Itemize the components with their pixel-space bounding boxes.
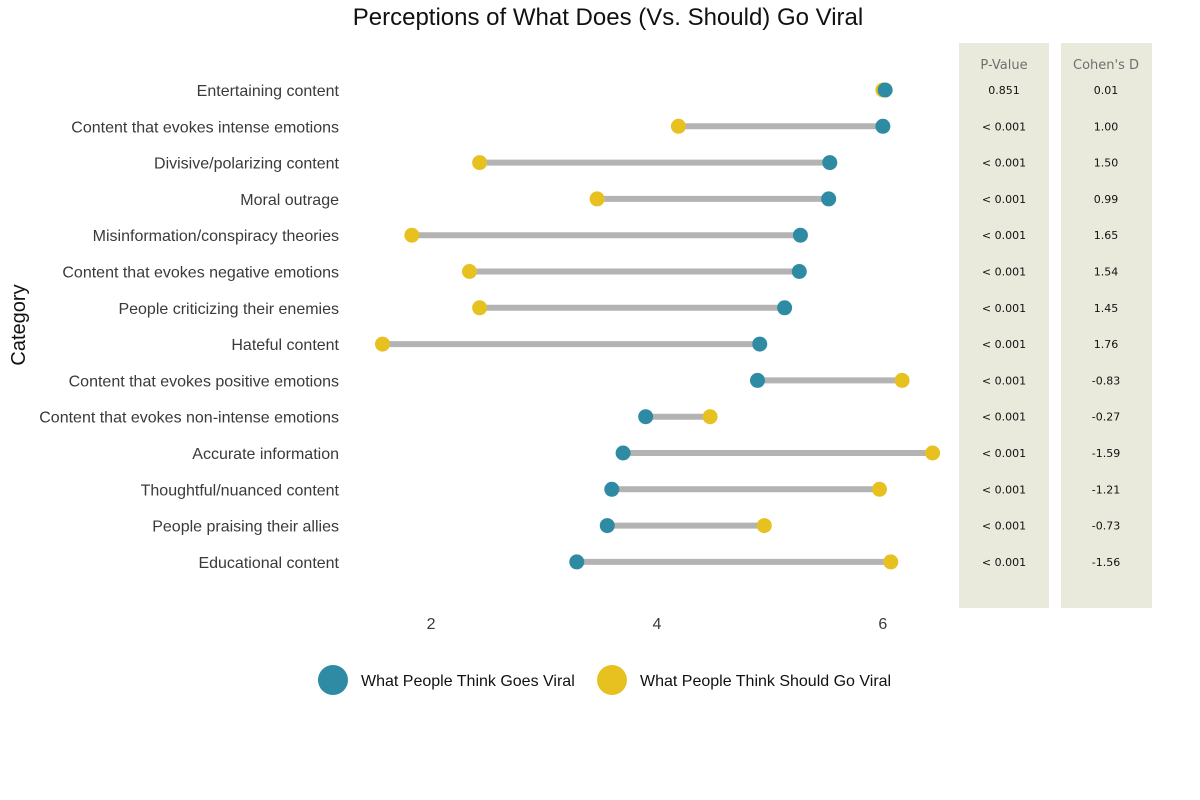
category-label: Content that evokes negative emotions xyxy=(62,265,339,282)
p-value-cell: < 0.001 xyxy=(982,302,1026,315)
cohens-d-cell: -0.73 xyxy=(1092,520,1120,533)
x-tick-label: 4 xyxy=(653,616,662,633)
goes-viral-point xyxy=(877,82,893,98)
should-go-viral-point xyxy=(894,372,910,388)
legend-goes-viral-marker xyxy=(318,665,348,695)
cohens-d-cell: 1.65 xyxy=(1094,229,1119,242)
p-value-cell: 0.851 xyxy=(988,84,1020,97)
category-label: Accurate information xyxy=(192,446,339,463)
goes-viral-point xyxy=(822,155,838,171)
p-value-cell: < 0.001 xyxy=(982,338,1026,351)
goes-viral-point xyxy=(638,409,654,425)
legend-goes-viral-label: What People Think Goes Viral xyxy=(361,673,575,690)
category-label: Divisive/polarizing content xyxy=(154,156,340,173)
should-go-viral-point xyxy=(883,554,899,570)
goes-viral-point xyxy=(821,191,837,207)
p-value-cell: < 0.001 xyxy=(982,411,1026,424)
p-value-cell: < 0.001 xyxy=(982,556,1026,569)
cohens-d-header: Cohen's D xyxy=(1073,58,1139,73)
goes-viral-point xyxy=(749,372,765,388)
cohens-d-column-bg xyxy=(1061,43,1152,608)
p-value-cell: < 0.001 xyxy=(982,120,1026,133)
cohens-d-cell: 1.54 xyxy=(1094,266,1119,279)
chart-title: Perceptions of What Does (Vs. Should) Go… xyxy=(352,4,864,31)
should-go-viral-point xyxy=(472,300,488,316)
p-value-header: P-Value xyxy=(980,58,1027,73)
p-value-cell: < 0.001 xyxy=(982,520,1026,533)
category-label: Misinformation/conspiracy theories xyxy=(93,228,339,245)
cohens-d-cell: 1.76 xyxy=(1094,338,1119,351)
should-go-viral-point xyxy=(871,481,887,497)
cohens-d-cell: 1.45 xyxy=(1094,302,1119,315)
x-tick-label: 6 xyxy=(878,616,887,633)
goes-viral-point xyxy=(792,227,808,243)
goes-viral-point xyxy=(752,336,768,352)
category-label: Content that evokes non-intense emotions xyxy=(39,410,339,427)
category-label: Entertaining content xyxy=(197,83,340,100)
category-label: Moral outrage xyxy=(240,192,339,209)
p-value-column-bg xyxy=(959,43,1049,608)
p-value-cell: < 0.001 xyxy=(982,447,1026,460)
cohens-d-cell: -0.83 xyxy=(1092,374,1120,387)
should-go-viral-point xyxy=(670,118,686,134)
should-go-viral-point xyxy=(702,409,718,425)
goes-viral-point xyxy=(604,481,620,497)
cohens-d-cell: 0.01 xyxy=(1094,84,1119,97)
category-label: People praising their allies xyxy=(152,519,339,536)
p-value-cell: < 0.001 xyxy=(982,483,1026,496)
cohens-d-cell: 0.99 xyxy=(1094,193,1119,206)
should-go-viral-point xyxy=(472,155,488,171)
category-label: Content that evokes intense emotions xyxy=(71,119,339,136)
category-label: People criticizing their enemies xyxy=(118,301,339,318)
cohens-d-cell: -1.21 xyxy=(1092,483,1120,496)
p-value-cell: < 0.001 xyxy=(982,374,1026,387)
y-axis-title: Category xyxy=(8,284,30,365)
cohens-d-cell: 1.50 xyxy=(1094,157,1119,170)
legend-should-go-viral-label: What People Think Should Go Viral xyxy=(640,673,891,690)
should-go-viral-point xyxy=(374,336,390,352)
should-go-viral-point xyxy=(461,264,477,279)
goes-viral-point xyxy=(875,118,891,134)
legend-should-go-viral-marker xyxy=(597,665,627,695)
p-value-cell: < 0.001 xyxy=(982,229,1026,242)
category-label: Content that evokes positive emotions xyxy=(69,373,339,390)
p-value-cell: < 0.001 xyxy=(982,193,1026,206)
should-go-viral-point xyxy=(925,445,941,461)
p-value-cell: < 0.001 xyxy=(982,157,1026,170)
category-label: Thoughtful/nuanced content xyxy=(141,482,340,499)
cohens-d-cell: 1.00 xyxy=(1094,120,1119,133)
should-go-viral-point xyxy=(589,191,605,207)
cohens-d-cell: -1.56 xyxy=(1092,556,1120,569)
category-label: Educational content xyxy=(198,555,339,572)
cohens-d-cell: -1.59 xyxy=(1092,447,1120,460)
p-value-cell: < 0.001 xyxy=(982,266,1026,279)
goes-viral-point xyxy=(599,518,615,534)
goes-viral-point xyxy=(569,554,585,570)
goes-viral-point xyxy=(791,264,807,279)
x-tick-label: 2 xyxy=(427,616,436,633)
cohens-d-cell: -0.27 xyxy=(1092,411,1120,424)
should-go-viral-point xyxy=(756,518,772,534)
goes-viral-point xyxy=(615,445,631,461)
category-label: Hateful content xyxy=(231,337,339,354)
goes-viral-point xyxy=(777,300,793,316)
should-go-viral-point xyxy=(404,227,420,243)
